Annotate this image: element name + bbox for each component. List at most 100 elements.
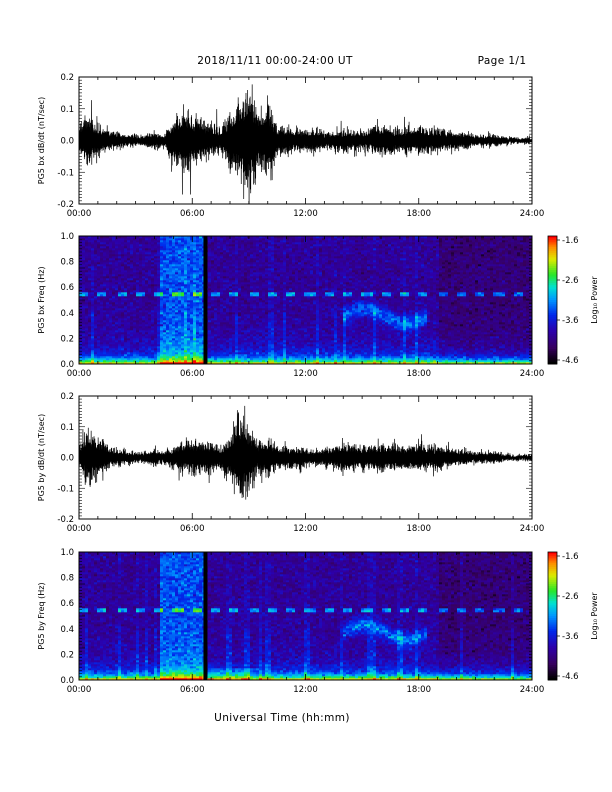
spectrogram-cell [79, 330, 83, 333]
spectrogram-cell [256, 308, 260, 311]
spectrogram-cell [244, 296, 248, 299]
spectrogram-cell [256, 346, 260, 349]
spectrogram-cell [244, 286, 248, 289]
spectrogram-cell [286, 310, 290, 313]
spectrogram-cell [283, 346, 287, 349]
spectrogram-cell [115, 332, 119, 335]
spectrogram-cell [175, 260, 179, 263]
spectrogram-cell [217, 292, 221, 295]
spectrogram-cell [298, 334, 302, 337]
spectrogram-cell [97, 350, 101, 353]
spectrogram-cell [91, 330, 95, 333]
spectrogram-cell [229, 336, 233, 339]
spectrogram-cell [295, 340, 299, 343]
spectrogram-cell [187, 330, 191, 333]
spectrogram-cell [79, 344, 83, 347]
spectrogram-cell [211, 254, 215, 257]
spectrogram-cell [151, 276, 155, 279]
spectrogram-cell [166, 344, 170, 347]
spectrogram-cell [130, 322, 134, 325]
spectrogram-cell [196, 362, 200, 365]
spectrogram-cell [247, 248, 251, 251]
spectrogram-cell [292, 274, 296, 277]
spectrogram-cell [292, 278, 296, 281]
spectrogram-cell [178, 324, 182, 327]
spectrogram-cell [148, 308, 152, 311]
spectrogram-cell [154, 248, 158, 251]
spectrogram-cell [127, 290, 131, 293]
spectrogram-cell [175, 324, 179, 327]
spectrogram-cell [271, 344, 275, 347]
spectrogram-cell [262, 320, 266, 323]
spectrogram-cell [229, 312, 233, 315]
spectrogram-cell [154, 300, 158, 303]
spectrogram-cell [133, 246, 137, 249]
spectrogram-cell [265, 338, 269, 341]
spectrogram-cell [118, 256, 122, 259]
spectrogram-cell [97, 266, 101, 269]
spectrogram-cell [283, 270, 287, 273]
spectrogram-cell [211, 260, 215, 263]
spectrogram-cell [157, 340, 161, 343]
spectrogram-cell [109, 360, 113, 363]
spectrogram-cell [133, 308, 137, 311]
spectrogram-cell [232, 332, 236, 335]
spectrogram-cell [106, 302, 110, 305]
spectrogram-cell [91, 308, 95, 311]
spectrogram-cell [208, 332, 212, 335]
spectrogram-cell [220, 296, 224, 299]
spectrogram-cell [91, 344, 95, 347]
spectrogram-cell [103, 298, 107, 301]
spectrogram-cell [142, 352, 146, 355]
spectrogram-cell [241, 340, 245, 343]
spectrogram-cell [217, 342, 221, 345]
spectrogram-cell [256, 334, 260, 337]
spectrogram-cell [274, 316, 278, 319]
spectrogram-cell [220, 302, 224, 305]
spectrogram-cell [199, 238, 203, 241]
spectrogram-cell [259, 356, 263, 359]
spectrogram-cell [196, 334, 200, 337]
spectrogram-cell [199, 304, 203, 307]
spectrogram-cell [97, 258, 101, 261]
spectrogram-cell [109, 248, 113, 251]
spectrogram-cell [184, 256, 188, 259]
spectrogram-cell [274, 340, 278, 343]
spectrogram-cell [238, 350, 242, 353]
spectrogram-cell [190, 252, 194, 255]
spectrogram-cell [292, 276, 296, 279]
spectrogram-cell [112, 334, 116, 337]
spectrogram-cell [190, 256, 194, 259]
spectrogram-cell [298, 292, 302, 295]
spectrogram-cell [145, 260, 149, 263]
spectrogram-cell [199, 338, 203, 341]
spectrogram-cell [94, 360, 98, 363]
spectrogram-cell [199, 312, 203, 315]
spectrogram-cell [142, 284, 146, 287]
spectrogram-cell [136, 342, 140, 345]
spectrogram-cell [292, 306, 296, 309]
spectrogram-cell [91, 296, 95, 299]
spectrogram-cell [247, 290, 251, 293]
spectrogram-cell [184, 262, 188, 265]
spectrogram-cell [88, 318, 92, 321]
spectrogram-cell [289, 330, 293, 333]
spectrogram-cell [208, 336, 212, 339]
spectrogram-cell [253, 240, 257, 243]
spectrogram-cell [121, 276, 125, 279]
spectrogram-cell [136, 252, 140, 255]
spectrogram-cell [298, 256, 302, 259]
spectrogram-cell [235, 266, 239, 269]
spectrogram-cell [280, 258, 284, 261]
spectrogram-cell [130, 330, 134, 333]
spectrogram-cell [112, 362, 116, 365]
spectrogram-cell [217, 320, 221, 323]
spectrogram-cell [295, 298, 299, 301]
spectrogram-cell [148, 242, 152, 245]
spectrogram-cell [280, 310, 284, 313]
spectrogram-cell [106, 338, 110, 341]
spectrogram-cell [268, 262, 272, 265]
spectrogram-cell [214, 336, 218, 339]
spectrogram-cell [79, 292, 83, 295]
spectrogram-cell [289, 358, 293, 361]
